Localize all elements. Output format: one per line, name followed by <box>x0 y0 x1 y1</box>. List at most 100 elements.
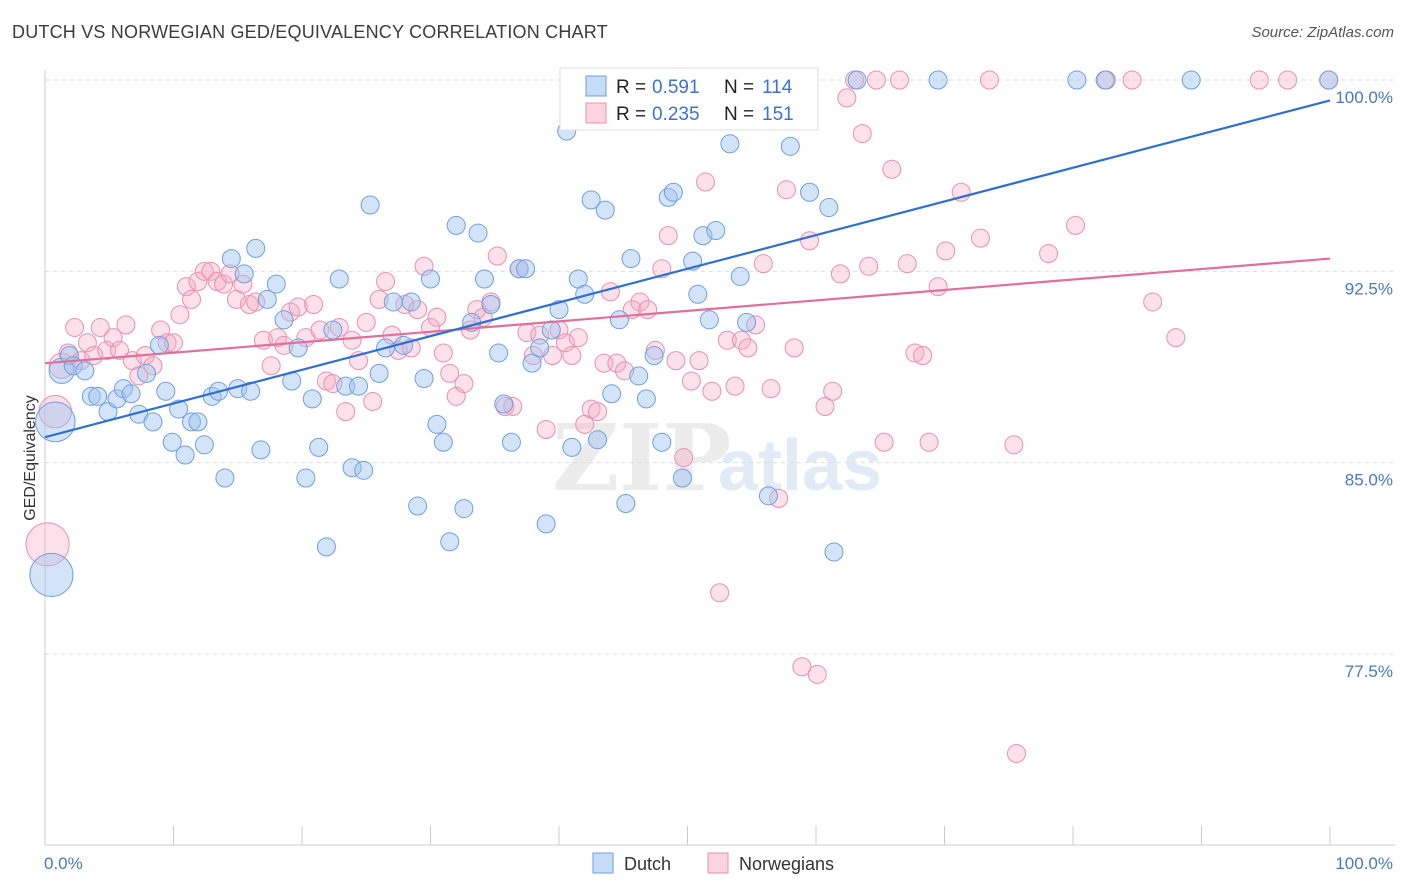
norwegian-point <box>288 297 308 317</box>
dutch-point <box>309 437 329 457</box>
y-axis-label: GED/Equivalency <box>22 395 39 520</box>
dutch-point <box>88 386 108 406</box>
dutch-point <box>595 200 615 220</box>
norwegian-point <box>1249 70 1269 90</box>
norwegian-point <box>25 522 70 567</box>
dutch-point <box>296 468 316 488</box>
watermark-atlas: atlas <box>718 426 882 506</box>
watermark: ZIP atlas <box>552 404 882 512</box>
norwegian-point <box>157 333 177 353</box>
norwegian-point <box>363 391 383 411</box>
y-tick-label: 85.0% <box>1345 471 1393 490</box>
dutch-point <box>81 386 101 406</box>
bottom-legend-nor-label: Norwegians <box>739 854 834 874</box>
dutch-point <box>454 499 474 519</box>
dutch-point <box>720 134 740 154</box>
norwegian-point <box>369 289 389 309</box>
norwegian-point <box>376 272 396 292</box>
dutch-trend-line <box>44 99 1331 439</box>
norwegian-point <box>784 338 804 358</box>
dutch-point <box>440 532 460 552</box>
bottom-legend-nor-swatch <box>707 852 729 874</box>
norwegian-point <box>356 312 376 332</box>
norwegian-point <box>90 317 110 337</box>
norwegian-point <box>568 328 588 348</box>
dutch-point <box>329 269 349 289</box>
dutch-point <box>421 269 440 289</box>
dutch-point <box>730 266 750 286</box>
dutch-point <box>501 432 521 452</box>
dutch-point <box>107 389 127 409</box>
dutch-point <box>737 312 757 332</box>
norwegian-point <box>143 356 163 376</box>
norwegian-point <box>738 338 758 358</box>
dutch-point <box>162 432 182 452</box>
norwegian-point <box>913 346 933 366</box>
dutch-point <box>780 136 800 156</box>
dutch-point <box>494 394 514 414</box>
norwegian-point <box>753 254 773 274</box>
norwegian-point <box>408 300 428 320</box>
bottom-legend: Dutch Norwegians <box>592 852 834 874</box>
dutch-point <box>509 259 529 279</box>
dutch-point <box>1067 70 1087 90</box>
dutch-point <box>581 190 601 210</box>
norwegian-point <box>268 328 288 348</box>
dutch-point <box>699 310 719 330</box>
dutch-point <box>266 274 286 294</box>
dutch-point <box>383 292 403 312</box>
dutch-point <box>121 384 141 404</box>
norwegian-point <box>837 88 857 108</box>
norwegian-point <box>65 317 85 337</box>
dutch-point <box>234 264 254 284</box>
norwegian-point <box>731 330 751 350</box>
dutch-point <box>530 338 550 358</box>
norwegian-point <box>852 124 872 144</box>
legend-nor-swatch <box>585 102 607 124</box>
norwegians-points <box>25 70 1339 763</box>
legend-nor-n-label: N = <box>724 104 754 125</box>
dutch-point <box>194 435 214 455</box>
dutch-point <box>251 440 271 460</box>
norwegian-point <box>220 264 240 284</box>
norwegian-point <box>607 353 627 373</box>
norwegian-point <box>536 420 556 440</box>
norwegian-point <box>261 356 281 376</box>
norwegian-point <box>919 432 939 452</box>
dutch-point <box>414 368 434 388</box>
norwegian-point <box>1004 435 1024 455</box>
dutch-point <box>302 389 322 409</box>
norwegian-point <box>188 272 208 292</box>
norwegian-point <box>1006 743 1026 763</box>
dutch-point <box>588 430 608 450</box>
dutch-point <box>316 537 336 557</box>
norwegian-point <box>689 351 709 371</box>
norwegian-point <box>77 333 97 353</box>
dutch-point <box>29 552 74 598</box>
legend-nor-r-label: R = <box>616 104 646 125</box>
norwegian-point <box>792 657 812 677</box>
dutch-point <box>688 284 708 304</box>
norwegian-point <box>176 277 196 297</box>
norwegian-point <box>1039 243 1059 263</box>
legend-dutch-n-value: 114 <box>762 77 793 98</box>
norwegian-point <box>761 379 781 399</box>
dutch-point <box>181 412 201 432</box>
norwegian-point <box>433 343 453 363</box>
norwegian-point <box>890 70 910 90</box>
dutch-point <box>541 320 561 340</box>
dutch-point <box>629 366 649 386</box>
legend: R = 0.591 N = 114 R = 0.235 N = 151 <box>559 67 819 131</box>
y-tick-label: 77.5% <box>1345 662 1393 681</box>
dutch-point <box>847 70 867 90</box>
norwegian-point <box>194 261 214 281</box>
legend-dutch-n-label: N = <box>724 77 754 98</box>
dutch-point <box>369 363 389 383</box>
x-tick-label-min: 0.0% <box>44 854 83 873</box>
dutch-point <box>481 294 501 314</box>
norwegian-point <box>304 294 324 314</box>
dutch-point <box>408 496 428 516</box>
dutch-point <box>758 486 778 506</box>
norwegian-point <box>562 346 582 366</box>
norwegian-point <box>454 374 474 394</box>
